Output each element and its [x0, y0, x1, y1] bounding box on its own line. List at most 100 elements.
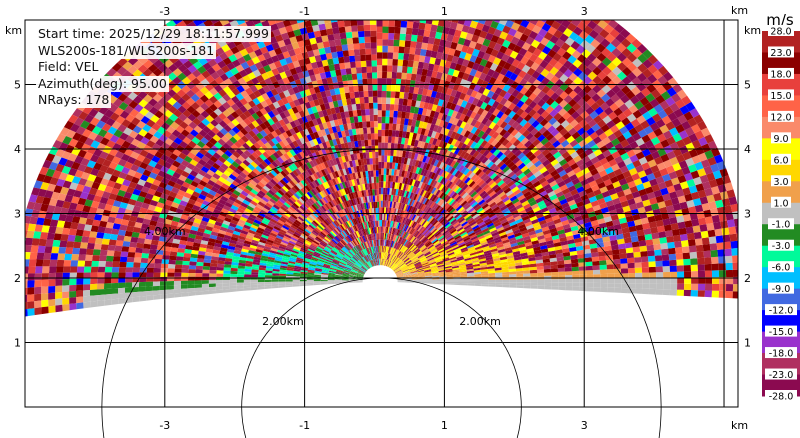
- radar-gate: [436, 263, 444, 267]
- radar-gate: [597, 246, 605, 253]
- radar-gate: [523, 270, 531, 274]
- radar-gate: [281, 0, 290, 3]
- radar-gate: [344, 62, 351, 69]
- radar-gate: [569, 246, 577, 252]
- radar-gate: [373, 108, 378, 115]
- radar-gate: [345, 68, 352, 75]
- radar-gate: [550, 147, 559, 156]
- radar-gate: [679, 145, 689, 155]
- radar-gate: [647, 54, 659, 65]
- radar-gate: [348, 0, 356, 3]
- radar-gate: [570, 20, 581, 27]
- radar-gate: [678, 227, 687, 235]
- radar-gate: [528, 153, 537, 162]
- radar-gate: [455, 163, 462, 171]
- radar-gate: [508, 268, 516, 272]
- radar-gate: [572, 94, 582, 103]
- radar-gate: [379, 207, 381, 214]
- radar-gate: [498, 59, 507, 68]
- radar-gate: [411, 245, 417, 252]
- radar-gate: [435, 174, 441, 182]
- radar-gate: [474, 273, 482, 277]
- radar-gate: [454, 170, 461, 178]
- radar-gate: [586, 175, 595, 184]
- radar-gate: [719, 284, 727, 291]
- radar-gate: [478, 258, 487, 262]
- radar-gate: [711, 214, 720, 223]
- radar-gate: [451, 230, 458, 236]
- radar-gate: [660, 90, 671, 101]
- radar-gate: [447, 215, 454, 222]
- radar-gate: [567, 239, 575, 245]
- radar-gate: [386, 78, 392, 85]
- radar-gate: [409, 235, 415, 242]
- radar-gate: [707, 156, 717, 166]
- radar-gate: [385, 123, 390, 130]
- radar-gate: [220, 4, 230, 12]
- radar-gate: [652, 60, 664, 70]
- radar-gate: [423, 251, 431, 256]
- radar-gate: [570, 162, 579, 171]
- radar-gate: [557, 264, 565, 269]
- radar-gate: [662, 266, 670, 273]
- radar-gate: [524, 20, 531, 23]
- radar-gate: [503, 187, 512, 194]
- radar-gate: [666, 136, 676, 146]
- radar-gate: [362, 84, 368, 92]
- radar-gate: [447, 189, 454, 196]
- radar-gate: [480, 181, 488, 189]
- radar-gate: [547, 166, 556, 174]
- radar-gate: [569, 203, 578, 210]
- radar-gate: [497, 213, 505, 220]
- radar-gate: [575, 170, 584, 178]
- radar-gate: [575, 245, 584, 251]
- radar-gate: [682, 151, 692, 161]
- radar-gate: [699, 224, 708, 232]
- radar-gate: [570, 151, 579, 159]
- radar-gate: [712, 283, 720, 291]
- radar-gate: [474, 120, 482, 129]
- radar-gate: [430, 227, 437, 233]
- radar-gate: [563, 177, 572, 185]
- radar-gate: [520, 165, 529, 173]
- radar-gate: [668, 171, 678, 180]
- radar-gate: [435, 244, 443, 249]
- radar-gate: [623, 188, 632, 196]
- radar-gate: [708, 179, 718, 188]
- radar-gate: [360, 109, 366, 116]
- radar-gate: [667, 112, 678, 122]
- radar-gate: [394, 97, 400, 105]
- radar-gate: [494, 197, 503, 204]
- radar-gate: [663, 271, 671, 278]
- radar-gate: [532, 95, 542, 104]
- radar-gate: [414, 239, 420, 246]
- radar-gate: [453, 281, 461, 284]
- radar-gate: [560, 240, 569, 246]
- radar-gate: [421, 247, 428, 253]
- radar-gate: [515, 268, 523, 272]
- radar-gate: [531, 70, 541, 80]
- radar-gate: [642, 272, 650, 279]
- radar-gate: [475, 230, 483, 236]
- radar-gate: [514, 2, 523, 11]
- radar-gate: [619, 126, 629, 135]
- radar-gate: [605, 98, 615, 107]
- radar-gate: [355, 97, 361, 104]
- radar-gate: [464, 185, 471, 193]
- radar-gate: [313, 1, 321, 8]
- radar-gate: [424, 252, 432, 257]
- radar-gate: [375, 157, 379, 165]
- radar-gate: [504, 5, 513, 14]
- radar-gate: [382, 26, 389, 33]
- radar-gate: [557, 24, 567, 34]
- radar-gate: [677, 175, 687, 184]
- radar-gate: [728, 226, 737, 235]
- radar-gate: [494, 267, 502, 271]
- radar-gate: [471, 237, 479, 243]
- radar-gate: [414, 263, 422, 267]
- radar-gate: [492, 195, 501, 202]
- radar-gate: [689, 212, 698, 221]
- radar-gate: [472, 105, 481, 114]
- radar-gate: [607, 273, 615, 279]
- radar-gate: [423, 266, 431, 269]
